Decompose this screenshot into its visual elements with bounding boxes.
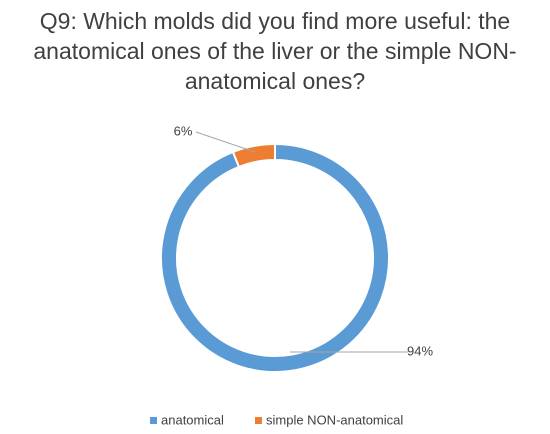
chart-title: Q9: Which molds did you find more useful… [33,8,517,94]
leader-line [195,131,256,153]
legend-swatch [150,417,157,424]
legend-label: simple NON-anatomical [266,412,403,427]
data-label: 94% [407,343,433,358]
donut-segment [160,142,390,373]
legend-swatch [255,417,262,424]
donut-segment [231,142,276,169]
legend-label: anatomical [161,412,224,427]
data-label: 6% [174,123,193,138]
